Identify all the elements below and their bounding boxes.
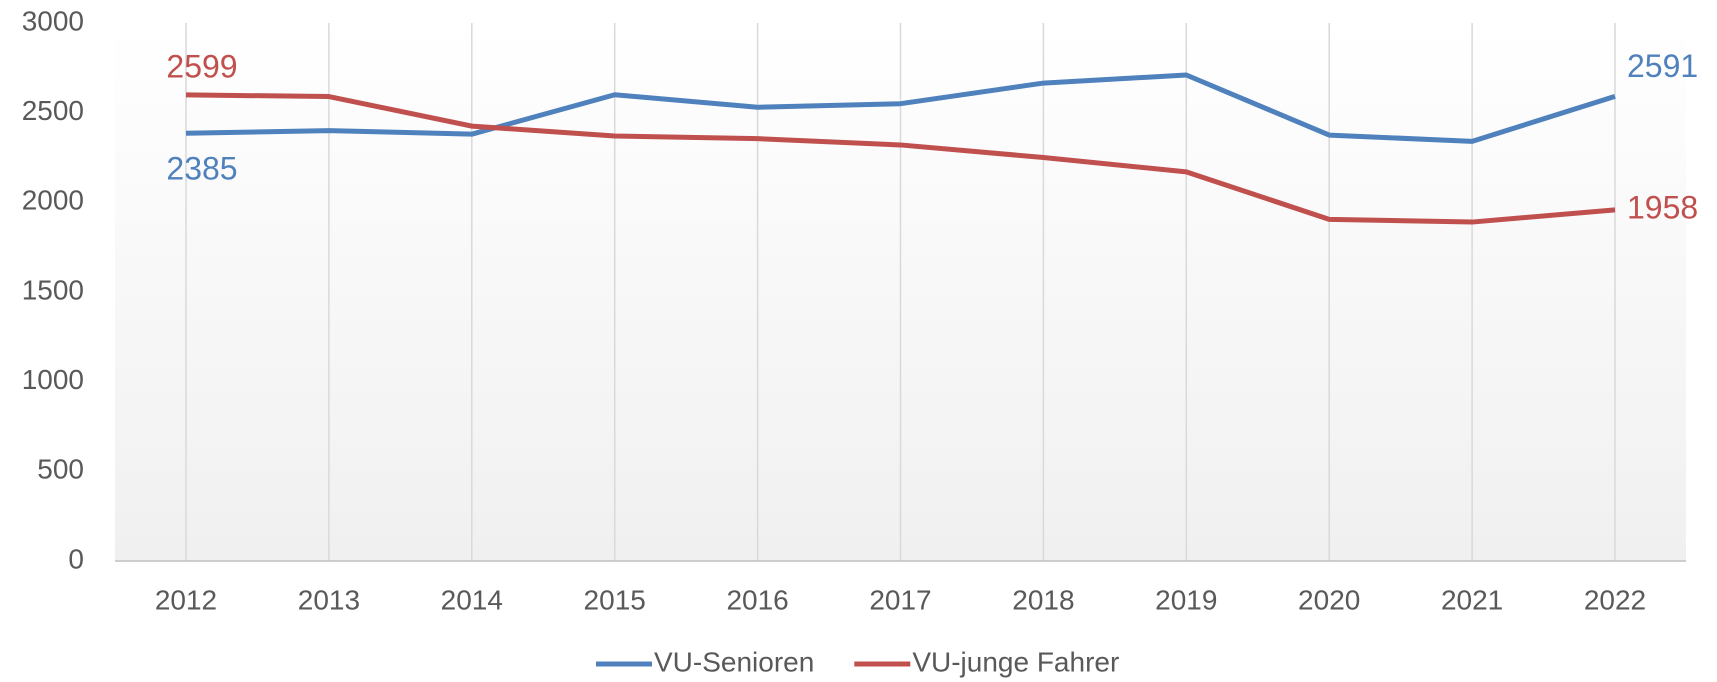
x-tick-label: 2022 [1584,584,1646,615]
y-tick-label: 2000 [22,185,84,216]
legend-label: VU-junge Fahrer [912,646,1119,677]
y-tick-label: 3000 [22,5,84,36]
y-tick-label: 1000 [22,364,84,395]
line-series [185,72,1616,144]
x-tick-label: 2016 [726,584,788,615]
x-tick-label: 2020 [1298,584,1360,615]
x-tick-label: 2017 [869,584,931,615]
data-label: 2599 [166,48,237,84]
y-tick-label: 500 [37,454,84,485]
x-tick-label: 2013 [298,584,360,615]
y-tick-label: 2500 [22,95,84,126]
x-tick-label: 2015 [584,584,646,615]
x-tick-label: 2014 [441,584,503,615]
x-tick-label: 2021 [1441,584,1503,615]
y-tick-label: 1500 [22,274,84,305]
x-tick-label: 2019 [1155,584,1217,615]
legend-label: VU-Senioren [654,646,814,677]
data-label: 2385 [166,151,237,187]
data-label: 2591 [1627,48,1698,84]
line-series [185,92,1616,225]
data-label: 1958 [1627,189,1698,225]
x-tick-label: 2012 [155,584,217,615]
y-tick-label: 0 [68,543,84,574]
x-tick-label: 2018 [1012,584,1074,615]
